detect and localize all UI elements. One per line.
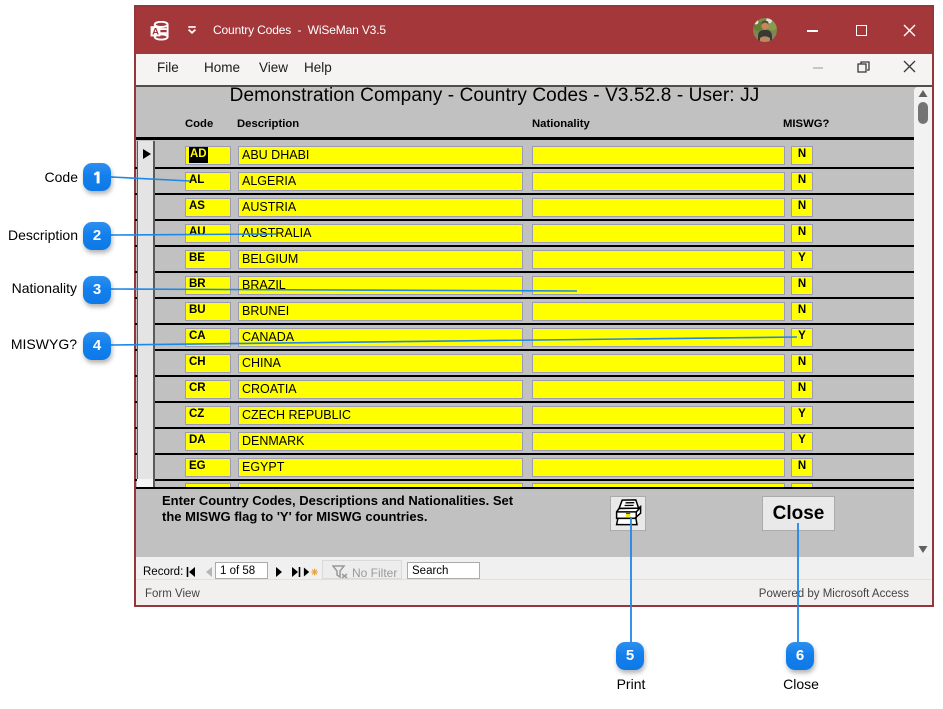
- svg-text:A: A: [152, 27, 159, 38]
